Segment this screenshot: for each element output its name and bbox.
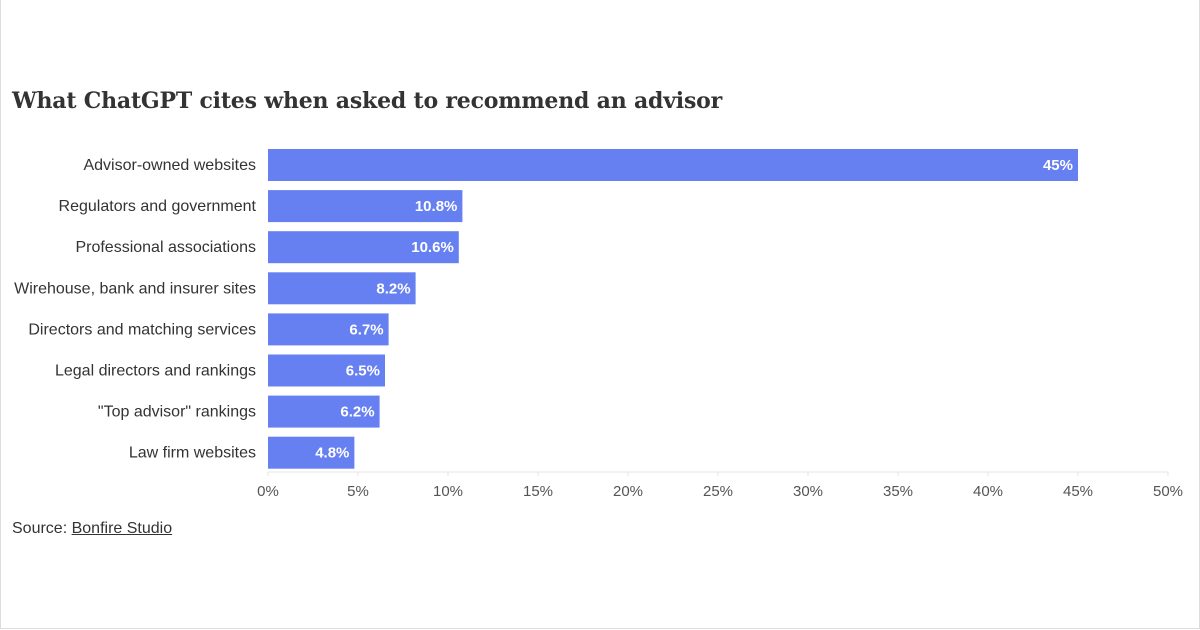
bar <box>268 395 380 428</box>
source-link[interactable]: Bonfire Studio <box>71 520 173 537</box>
x-tick-label: 20% <box>613 483 643 500</box>
x-tick-label: 35% <box>883 483 913 500</box>
category-label: Directors and matching services <box>28 321 256 338</box>
bar <box>268 149 1078 181</box>
value-label: 6.5% <box>346 363 380 380</box>
chart-title: What ChatGPT cites when asked to recomme… <box>12 88 723 114</box>
value-label: 10.6% <box>411 239 454 256</box>
x-tick-label: 45% <box>1063 483 1093 500</box>
source-prefix: Source: <box>12 520 72 537</box>
category-label: Advisor-owned websites <box>83 157 256 174</box>
category-label: Professional associations <box>75 239 256 256</box>
x-tick-label: 15% <box>523 483 553 500</box>
category-label: Regulators and government <box>59 198 257 215</box>
bar <box>268 272 416 305</box>
category-label: Legal directors and rankings <box>55 363 256 380</box>
x-tick-label: 30% <box>793 483 823 500</box>
x-tick-label: 50% <box>1153 483 1183 500</box>
x-tick-label: 40% <box>973 483 1003 500</box>
x-tick-label: 5% <box>347 483 369 500</box>
value-label: 4.8% <box>315 445 349 462</box>
category-label: Law firm websites <box>129 445 256 462</box>
value-label: 6.7% <box>349 321 383 338</box>
category-label: Wirehouse, bank and insurer sites <box>14 280 256 297</box>
value-label: 45% <box>1043 157 1073 174</box>
value-label: 8.2% <box>376 280 410 297</box>
value-label: 10.8% <box>415 198 458 215</box>
category-label: "Top advisor" rankings <box>98 404 256 421</box>
bar <box>268 354 385 387</box>
x-tick-label: 10% <box>433 483 463 500</box>
bar <box>268 231 459 264</box>
x-tick-label: 25% <box>703 483 733 500</box>
bar <box>268 190 463 223</box>
bar <box>268 436 355 469</box>
value-label: 6.2% <box>340 404 374 421</box>
bar <box>268 313 389 346</box>
source-line: Source: Bonfire Studio <box>12 520 172 538</box>
x-tick-label: 0% <box>257 483 279 500</box>
